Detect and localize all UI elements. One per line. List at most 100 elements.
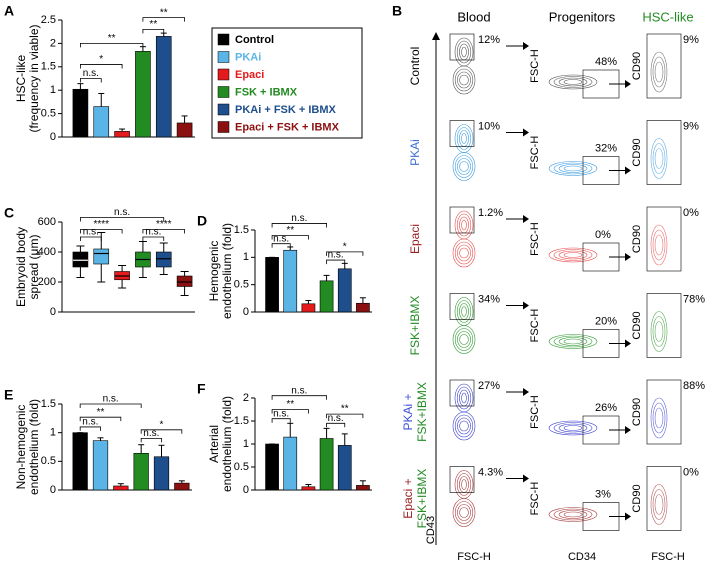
- bar: [135, 51, 151, 138]
- legend-swatch: [217, 68, 230, 81]
- contour: [454, 328, 474, 351]
- significance-label: n.s.: [145, 227, 161, 238]
- gate-percent: 3%: [595, 488, 611, 500]
- legend-label: Control: [235, 34, 274, 46]
- column-header: Progenitors: [549, 9, 616, 24]
- contour: [457, 504, 471, 521]
- bar: [72, 88, 89, 138]
- y-axis-label: CD90: [631, 398, 643, 426]
- gate-percent: 0%: [595, 229, 611, 241]
- contour: [652, 229, 666, 261]
- row-label: PKAi: [408, 139, 422, 166]
- gate-percent: 26%: [595, 402, 617, 414]
- contour: [461, 46, 467, 58]
- gate: [449, 379, 475, 407]
- contour: [461, 479, 467, 490]
- gate: [449, 120, 475, 147]
- significance-bracket: [80, 43, 144, 48]
- significance-label: **: [97, 407, 105, 418]
- legend-swatch: [217, 86, 230, 98]
- arrowhead: [625, 512, 631, 521]
- contour: [454, 124, 474, 153]
- gate: [646, 33, 682, 99]
- panel-letter: D: [197, 213, 207, 229]
- arrowhead: [625, 426, 631, 434]
- y-axis-label: CD90: [631, 484, 643, 512]
- contour: [548, 74, 598, 90]
- significance-label: *: [160, 419, 164, 430]
- y-axis-label: FSC-H: [529, 482, 541, 516]
- significance-label: n.s.: [273, 233, 289, 244]
- contour: [563, 425, 583, 431]
- x-axis-label: FSC-H: [651, 551, 685, 563]
- axis-arrowhead: [432, 32, 440, 40]
- y-tick-label: 2.5: [41, 14, 56, 26]
- row-label: Epaci: [408, 224, 422, 254]
- y-axis-label: CD90: [631, 138, 643, 166]
- contour: [548, 334, 598, 349]
- box: [155, 251, 172, 268]
- contour: [457, 244, 471, 262]
- column-header: HSC-like: [642, 9, 693, 24]
- y-tick-label: 0: [50, 306, 56, 318]
- contour: [650, 484, 668, 525]
- significance-label: ****: [93, 219, 109, 230]
- contour: [459, 216, 469, 234]
- gate: [646, 466, 682, 531]
- gate: [449, 206, 475, 234]
- arrowhead: [625, 166, 631, 175]
- bar: [113, 485, 129, 491]
- contour: [456, 386, 472, 410]
- y-tick-label: 1.5: [41, 398, 56, 410]
- row-label: Control: [408, 47, 422, 86]
- contour: [459, 420, 469, 432]
- bar: [114, 131, 130, 138]
- contour: [459, 389, 469, 407]
- y-axis-label: HSC-like: [14, 55, 28, 103]
- y-tick-label: 1.5: [234, 415, 249, 427]
- row-label: FSK+IBMX: [415, 382, 429, 442]
- contour: [452, 411, 476, 441]
- arrowhead: [523, 474, 529, 483]
- significance-label: n.s.: [328, 413, 344, 424]
- contour: [654, 148, 664, 169]
- gate-percent: 20%: [595, 315, 617, 327]
- gate-percent: 0%: [683, 466, 699, 478]
- contour: [650, 138, 668, 179]
- significance-label: n.s.: [114, 207, 130, 218]
- y-axis-label: Non-hemogenic: [14, 405, 28, 490]
- bar: [265, 257, 279, 313]
- legend-label: FSK + IBMX: [235, 86, 298, 98]
- gate-percent: 9%: [683, 120, 699, 132]
- gate-percent: 48%: [595, 56, 617, 68]
- bar: [337, 268, 352, 313]
- contour: [654, 407, 664, 429]
- y-tick-label: 1: [50, 84, 56, 96]
- panel-letter: F: [197, 381, 206, 397]
- gate-percent: 12%: [478, 34, 500, 46]
- contour: [654, 494, 664, 515]
- y-axis-label: Hemogenic: [207, 241, 221, 302]
- legend-label: Epaci: [235, 69, 264, 81]
- bar: [337, 445, 352, 491]
- gate-percent: 34%: [478, 293, 500, 305]
- bar: [93, 106, 110, 138]
- significance-bracket: [80, 236, 102, 241]
- legend-label: PKAi + FSK + IBMX: [235, 104, 337, 116]
- y-tick-label: 600: [38, 216, 56, 228]
- contour: [461, 133, 467, 144]
- significance-bracket: [80, 217, 165, 222]
- contour: [654, 61, 664, 83]
- legend-swatch: [217, 33, 230, 46]
- contour: [452, 325, 476, 354]
- row-label: FSK+IBMX: [415, 469, 429, 529]
- box: [72, 251, 89, 268]
- significance-label: ****: [156, 219, 172, 230]
- significance-label: n.s.: [82, 417, 98, 428]
- panel-letter: A: [4, 3, 14, 19]
- gate-percent: 78%: [683, 293, 705, 305]
- arrowhead: [523, 388, 529, 396]
- bar: [283, 249, 298, 313]
- bar: [133, 453, 149, 491]
- gate: [646, 120, 682, 185]
